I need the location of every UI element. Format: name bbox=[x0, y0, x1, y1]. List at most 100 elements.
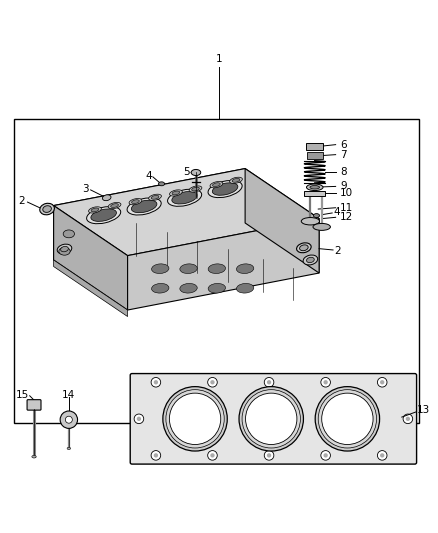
Circle shape bbox=[406, 417, 410, 421]
Circle shape bbox=[264, 377, 274, 387]
Ellipse shape bbox=[212, 183, 238, 195]
Ellipse shape bbox=[57, 244, 72, 254]
Ellipse shape bbox=[67, 447, 71, 449]
Ellipse shape bbox=[129, 198, 142, 205]
Ellipse shape bbox=[237, 284, 254, 293]
Circle shape bbox=[151, 377, 161, 387]
Polygon shape bbox=[53, 206, 127, 310]
Circle shape bbox=[321, 377, 330, 387]
Ellipse shape bbox=[151, 196, 159, 199]
Text: 7: 7 bbox=[340, 150, 346, 160]
Polygon shape bbox=[53, 168, 319, 256]
Circle shape bbox=[208, 450, 217, 460]
Text: 4: 4 bbox=[333, 207, 339, 217]
Circle shape bbox=[378, 377, 387, 387]
Text: 6: 6 bbox=[340, 140, 346, 150]
Polygon shape bbox=[127, 219, 319, 310]
Ellipse shape bbox=[170, 190, 182, 196]
Text: 3: 3 bbox=[82, 184, 88, 194]
Circle shape bbox=[323, 453, 328, 457]
Ellipse shape bbox=[131, 200, 139, 204]
Bar bbox=[307, 152, 322, 158]
Circle shape bbox=[246, 393, 297, 445]
Ellipse shape bbox=[192, 187, 199, 191]
Circle shape bbox=[210, 453, 215, 457]
Ellipse shape bbox=[314, 214, 320, 217]
Circle shape bbox=[65, 416, 72, 423]
Polygon shape bbox=[53, 168, 245, 260]
Ellipse shape bbox=[152, 284, 169, 293]
Ellipse shape bbox=[131, 200, 157, 213]
Ellipse shape bbox=[307, 184, 323, 191]
Ellipse shape bbox=[40, 203, 54, 215]
Polygon shape bbox=[245, 168, 319, 273]
Circle shape bbox=[267, 380, 271, 384]
Text: 9: 9 bbox=[340, 181, 346, 191]
Circle shape bbox=[264, 450, 274, 460]
Ellipse shape bbox=[310, 185, 320, 189]
Ellipse shape bbox=[208, 181, 242, 198]
Text: 14: 14 bbox=[62, 390, 75, 400]
Ellipse shape bbox=[237, 264, 254, 273]
Ellipse shape bbox=[108, 203, 121, 209]
Ellipse shape bbox=[189, 186, 202, 192]
Ellipse shape bbox=[60, 246, 68, 252]
Circle shape bbox=[151, 450, 161, 460]
Circle shape bbox=[378, 450, 387, 460]
Text: 5: 5 bbox=[184, 167, 190, 176]
Circle shape bbox=[380, 453, 385, 457]
Ellipse shape bbox=[91, 209, 117, 221]
Circle shape bbox=[170, 393, 221, 445]
Ellipse shape bbox=[88, 207, 101, 213]
Ellipse shape bbox=[91, 208, 99, 212]
Circle shape bbox=[60, 411, 78, 429]
Circle shape bbox=[208, 377, 217, 387]
Text: 8: 8 bbox=[340, 167, 346, 177]
Ellipse shape bbox=[32, 455, 36, 458]
Ellipse shape bbox=[208, 264, 226, 273]
Bar bbox=[304, 191, 325, 196]
Circle shape bbox=[154, 380, 158, 384]
Text: 11: 11 bbox=[340, 203, 353, 213]
Ellipse shape bbox=[303, 255, 318, 265]
Ellipse shape bbox=[148, 194, 162, 200]
Circle shape bbox=[322, 393, 373, 445]
Circle shape bbox=[318, 390, 377, 448]
Text: 4: 4 bbox=[145, 171, 152, 181]
Ellipse shape bbox=[59, 247, 70, 255]
Ellipse shape bbox=[210, 182, 223, 188]
Circle shape bbox=[154, 453, 158, 457]
Circle shape bbox=[323, 380, 328, 384]
FancyBboxPatch shape bbox=[27, 400, 41, 410]
Circle shape bbox=[242, 390, 300, 448]
Ellipse shape bbox=[152, 264, 169, 273]
Circle shape bbox=[210, 380, 215, 384]
Circle shape bbox=[134, 414, 144, 424]
Circle shape bbox=[380, 380, 385, 384]
Text: 15: 15 bbox=[16, 390, 29, 400]
Ellipse shape bbox=[111, 204, 118, 207]
Text: 13: 13 bbox=[417, 405, 430, 415]
Ellipse shape bbox=[297, 243, 311, 253]
Ellipse shape bbox=[301, 217, 320, 225]
Text: 12: 12 bbox=[340, 212, 353, 222]
Circle shape bbox=[315, 386, 380, 451]
Ellipse shape bbox=[172, 191, 180, 195]
Ellipse shape bbox=[232, 179, 240, 182]
Ellipse shape bbox=[313, 223, 330, 230]
Ellipse shape bbox=[212, 183, 220, 187]
Ellipse shape bbox=[180, 284, 197, 293]
Bar bbox=[306, 143, 323, 150]
Text: 2: 2 bbox=[334, 246, 341, 256]
Ellipse shape bbox=[102, 195, 111, 200]
Text: 2: 2 bbox=[18, 196, 25, 206]
Polygon shape bbox=[53, 260, 127, 317]
Text: 10: 10 bbox=[340, 188, 353, 198]
Ellipse shape bbox=[300, 245, 308, 251]
Ellipse shape bbox=[230, 177, 242, 183]
Circle shape bbox=[137, 417, 141, 421]
Ellipse shape bbox=[168, 189, 201, 206]
Ellipse shape bbox=[43, 206, 51, 212]
Ellipse shape bbox=[180, 264, 197, 273]
Ellipse shape bbox=[191, 169, 201, 175]
